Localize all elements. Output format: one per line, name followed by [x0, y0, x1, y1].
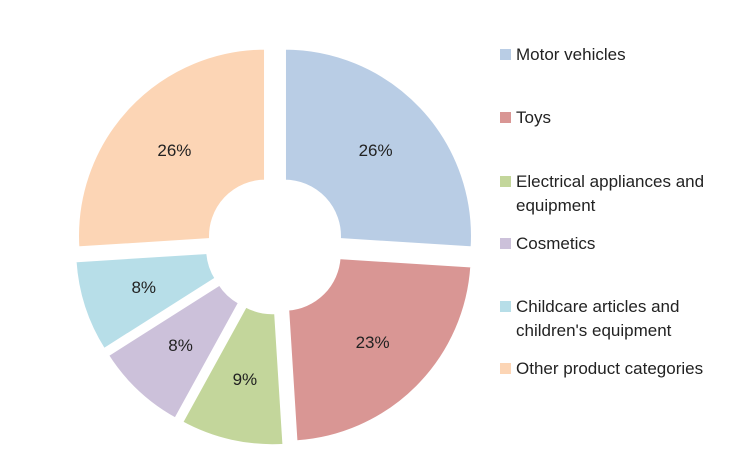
pie-slice-motor-vehicles	[282, 46, 474, 250]
pie-slice-electrical-appliances-and-equipment	[179, 303, 286, 448]
legend: Motor vehicles Toys Electrical appliance…	[498, 0, 748, 450]
pie-chart: 26% 23% 9% 8% 8% 26%	[73, 46, 474, 448]
legend-swatch-motor-vehicles	[500, 49, 511, 60]
legend-label-toys: Toys	[516, 108, 551, 127]
pie-slice-childcare-articles-and-children-s-equipment	[73, 250, 219, 352]
legend-label-electrical-appliances: Electrical appliances and equipment	[516, 172, 705, 215]
slice-label-other-product-categories: 26%	[157, 141, 191, 160]
legend-label-other-product-categories: Other product categories	[516, 359, 704, 378]
legend-label-motor-vehicles: Motor vehicles	[516, 45, 626, 64]
pie-slice-cosmetics	[105, 281, 242, 422]
pie-slice-toys	[286, 256, 474, 444]
slice-label-motor-vehicles: 26%	[359, 141, 393, 160]
legend-swatch-cosmetics	[500, 238, 511, 249]
slice-label-toys: 23%	[356, 333, 390, 352]
legend-swatch-other-product-categories	[500, 363, 511, 374]
slice-label-cosmetics: 8%	[168, 336, 193, 355]
slice-label-electrical-appliances-and-equipment: 9%	[233, 370, 258, 389]
legend-swatch-electrical-appliances	[500, 176, 511, 187]
legend-label-childcare-articles: Childcare articles and children's equipm…	[516, 297, 680, 340]
pie-slice-other-product-categories	[76, 46, 268, 250]
legend-swatch-childcare-articles	[500, 301, 511, 312]
slice-label-childcare-articles-and-children-s-equipment: 8%	[131, 278, 156, 297]
legend-label-cosmetics: Cosmetics	[516, 234, 596, 253]
legend-swatch-toys	[500, 112, 511, 123]
